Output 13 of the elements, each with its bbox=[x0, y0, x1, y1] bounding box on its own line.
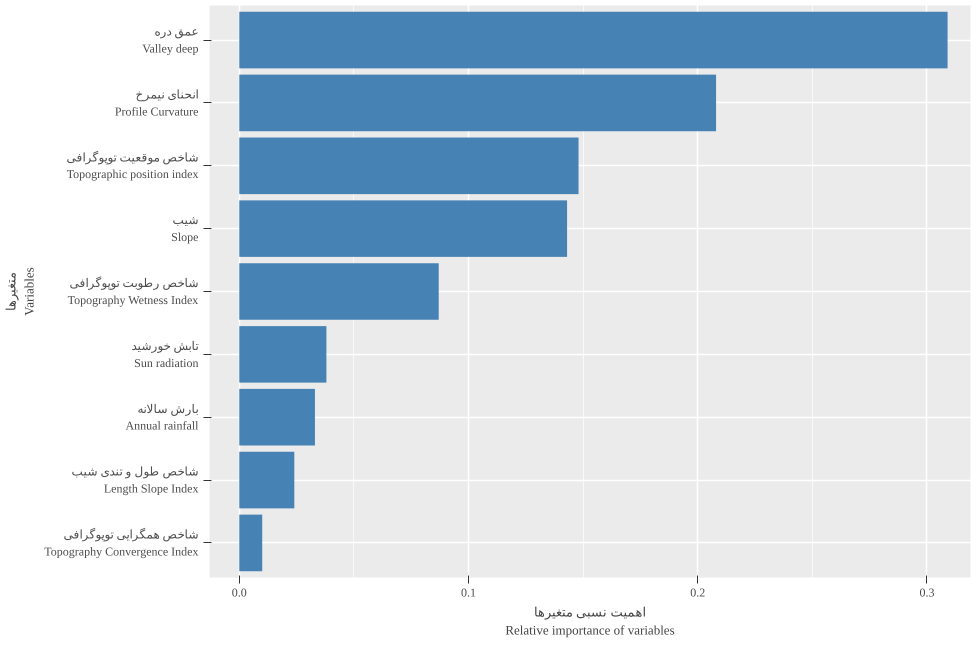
bar bbox=[239, 326, 326, 383]
bar bbox=[239, 263, 439, 320]
bar bbox=[239, 200, 568, 257]
x-tick-label: 0.1 bbox=[461, 586, 476, 600]
bar bbox=[239, 74, 716, 132]
bar bbox=[239, 12, 948, 68]
bar bbox=[239, 514, 262, 572]
bar bbox=[239, 138, 579, 194]
bar bbox=[239, 388, 315, 446]
x-tick-label: 0.0 bbox=[232, 586, 247, 600]
x-tick-label: 0.2 bbox=[690, 586, 706, 600]
x-tick-label: 0.3 bbox=[919, 586, 934, 600]
bar bbox=[239, 452, 294, 508]
